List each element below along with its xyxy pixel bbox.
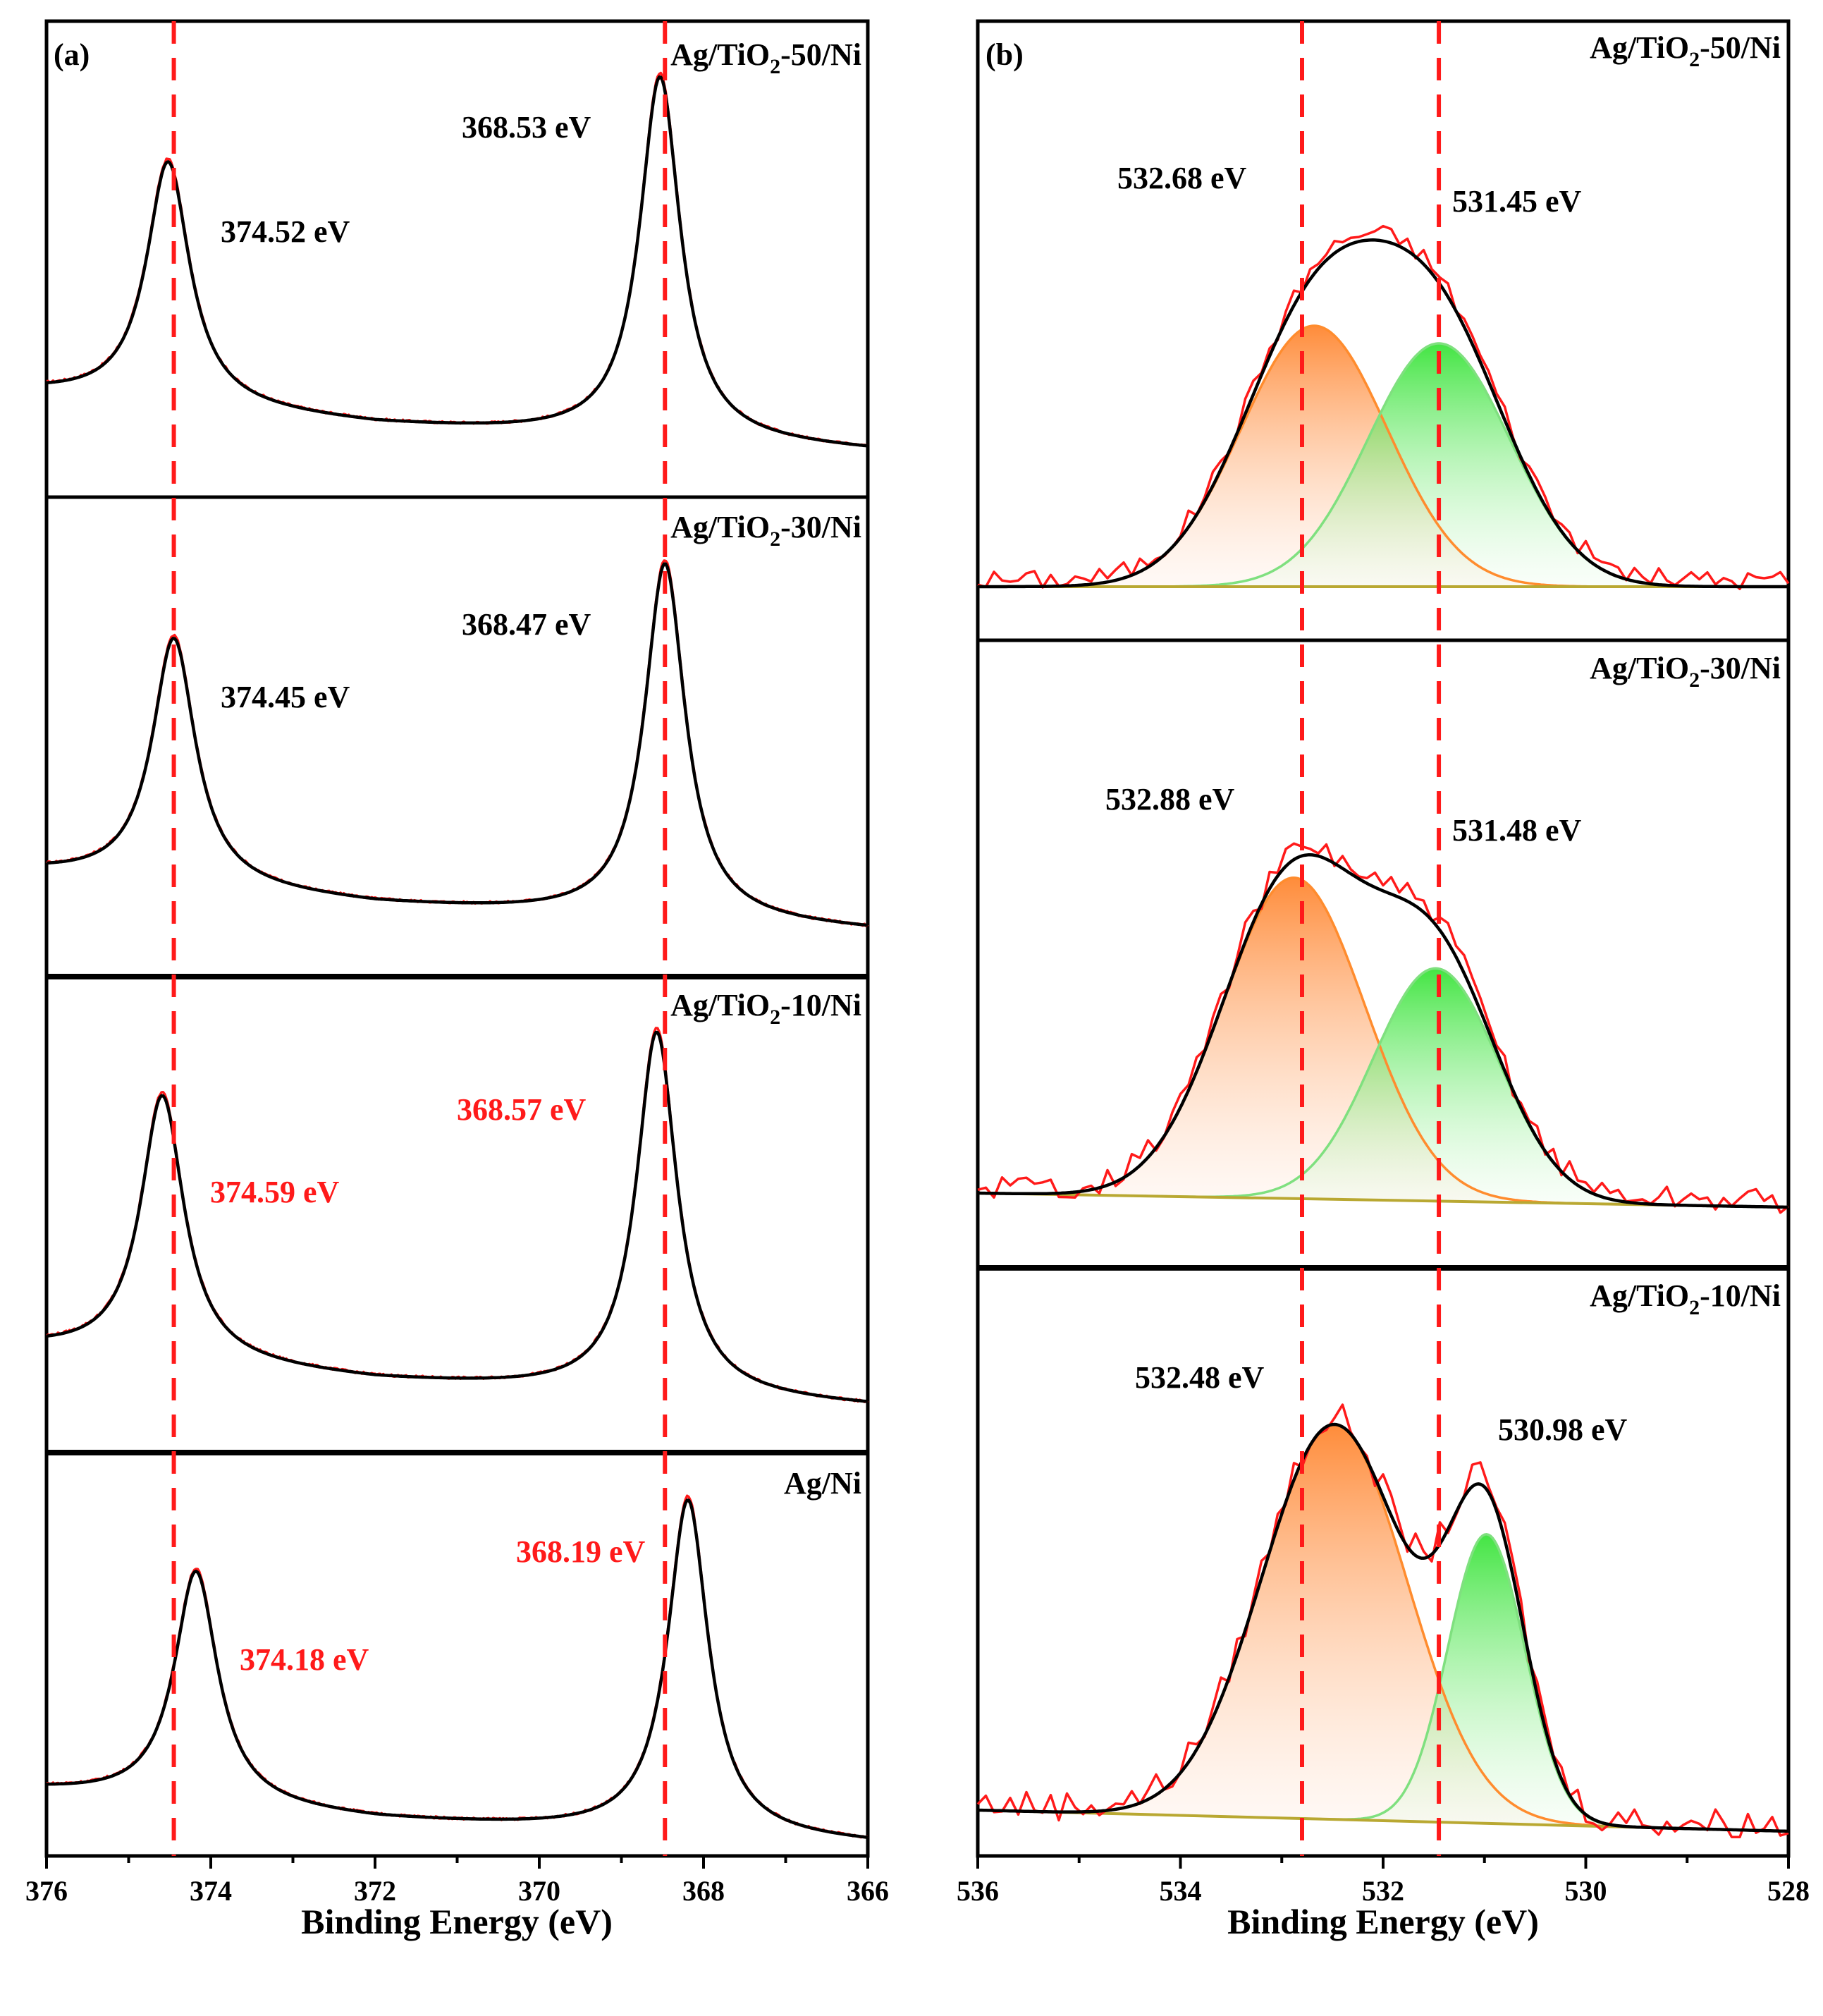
b-annotation-1-comp1: 532.68 eV xyxy=(1117,161,1247,195)
a-annotation-3-peak1: 374.59 eV xyxy=(210,1175,340,1209)
a-sample-label-3: Ag/TiO2-10/Ni xyxy=(670,988,861,1029)
panel-b-reference-lines xyxy=(1300,21,1442,1856)
b-component-area-orange-2 xyxy=(978,877,1788,1207)
b-raw-spectrum-3 xyxy=(976,1403,1789,1839)
panel-a-x-axis-label: Binding Energy (eV) xyxy=(301,1902,613,1941)
a-raw-spectrum-1 xyxy=(46,71,868,447)
b-fit-envelope-1 xyxy=(978,238,1788,589)
b-annotation-3-comp1: 532.48 eV xyxy=(1135,1360,1265,1395)
a-tick-label-372: 372 xyxy=(354,1875,396,1907)
b-tick-label-536: 536 xyxy=(957,1875,999,1907)
a-tick-label-374: 374 xyxy=(190,1875,232,1907)
a-annotation-2-peak2: 368.47 eV xyxy=(462,607,591,642)
b-fit-envelope-3 xyxy=(977,1422,1789,1833)
panel-a-reference-lines xyxy=(171,21,668,1856)
panel-b-x-axis: 536 534 532 530 528 xyxy=(957,1856,1810,1907)
panel-b-traces xyxy=(976,224,1790,1839)
panel-b-label: (b) xyxy=(986,37,1024,72)
b-annotation-1-comp2: 531.45 eV xyxy=(1452,184,1582,219)
a-sample-label-1: Ag/TiO2-50/Ni xyxy=(670,37,861,78)
b-sample-label-2: Ag/TiO2-30/Ni xyxy=(1590,651,1781,692)
b-annotation-2-comp2: 531.48 eV xyxy=(1452,813,1582,848)
a-fit-curve-3 xyxy=(46,1030,868,1403)
a-annotation-3-peak2: 368.57 eV xyxy=(457,1092,587,1127)
panel-a-frame xyxy=(44,19,870,1858)
b-annotation-3-comp2: 530.98 eV xyxy=(1498,1412,1628,1447)
a-annotation-1-peak1: 374.52 eV xyxy=(221,214,350,249)
b-component-area-green-1 xyxy=(978,343,1788,587)
b-component-area-orange-3 xyxy=(978,1424,1788,1831)
b-fit-envelope-2 xyxy=(978,853,1789,1209)
a-raw-spectrum-2 xyxy=(45,559,869,928)
panel-a-label: (a) xyxy=(54,37,90,72)
a-tick-label-376: 376 xyxy=(25,1875,68,1907)
a-fit-curve-1 xyxy=(46,75,868,448)
a-sample-label-4: Ag/Ni xyxy=(784,1466,861,1501)
a-annotation-1-peak2: 368.53 eV xyxy=(462,110,591,145)
a-tick-label-370: 370 xyxy=(518,1875,560,1907)
a-sample-label-2: Ag/TiO2-30/Ni xyxy=(670,510,861,551)
a-annotation-4-peak1: 374.18 eV xyxy=(240,1642,369,1677)
a-tick-label-366: 366 xyxy=(847,1875,889,1907)
panel-a: 376 374 372 370 368 366 (a) Ag/TiO2-50/Ni Ag/… xyxy=(25,19,889,1941)
b-sample-label-1: Ag/TiO2-50/Ni xyxy=(1590,30,1781,71)
b-tick-label-532: 532 xyxy=(1362,1875,1404,1907)
b-tick-label-530: 530 xyxy=(1565,1875,1607,1907)
panel-a-traces xyxy=(45,71,869,1839)
a-fit-curve-2 xyxy=(46,562,868,927)
a-raw-spectrum-3 xyxy=(46,1027,868,1403)
b-sample-label-3: Ag/TiO2-10/Ni xyxy=(1590,1278,1781,1319)
b-tick-label-528: 528 xyxy=(1767,1875,1810,1907)
b-raw-spectrum-1 xyxy=(977,224,1790,590)
a-annotation-2-peak1: 374.45 eV xyxy=(221,680,350,714)
panel-b: 536 534 532 530 528 (b) Ag/TiO2-50/Ni Ag/TiO… xyxy=(957,19,1810,1941)
b-raw-spectrum-2 xyxy=(977,842,1790,1214)
a-annotation-4-peak2: 368.19 eV xyxy=(516,1534,646,1569)
a-tick-label-368: 368 xyxy=(682,1875,725,1907)
b-component-area-green-2 xyxy=(978,968,1788,1207)
a-fit-curve-4 xyxy=(46,1498,868,1839)
panel-a-x-axis: 376 374 372 370 368 366 xyxy=(25,1856,889,1907)
b-tick-label-534: 534 xyxy=(1160,1875,1202,1907)
panel-b-x-axis-label: Binding Energy (eV) xyxy=(1227,1902,1539,1941)
b-annotation-2-comp1: 532.88 eV xyxy=(1105,782,1235,817)
